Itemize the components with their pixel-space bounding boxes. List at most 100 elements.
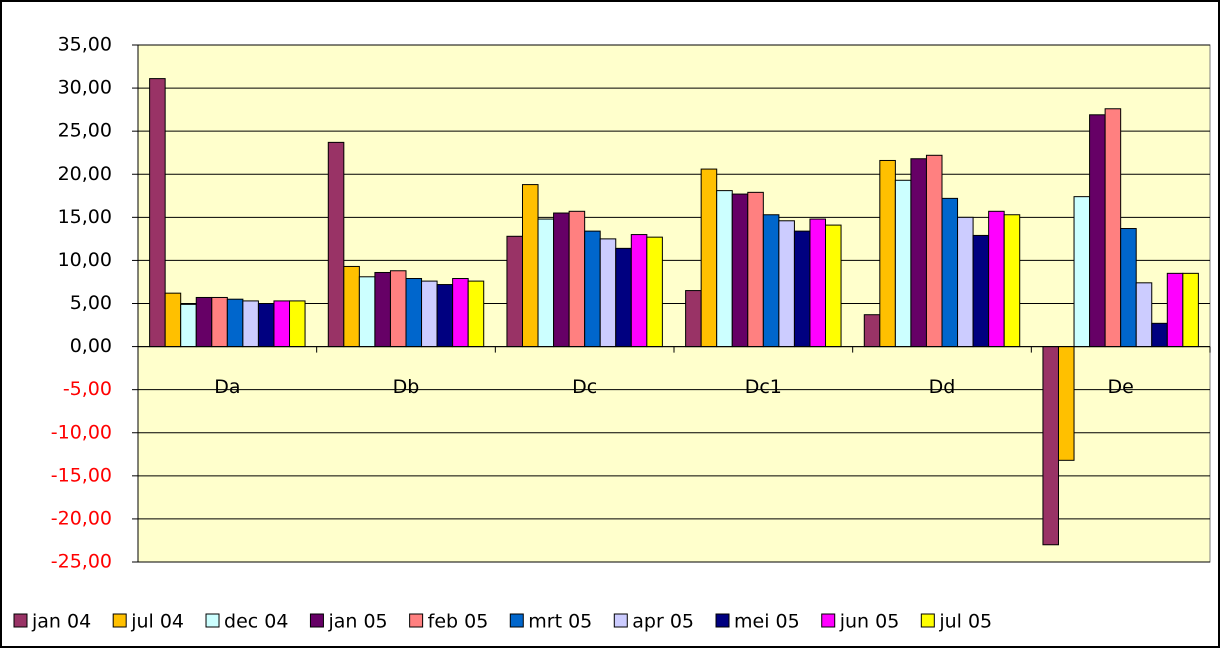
- bar: [553, 212, 570, 348]
- bar: [1003, 214, 1021, 348]
- bar: [1104, 108, 1122, 348]
- y-tick-label: 0,00: [70, 335, 112, 357]
- bar: [195, 296, 213, 348]
- bar: [273, 300, 291, 348]
- bar: [1151, 322, 1168, 348]
- bar: [988, 210, 1005, 348]
- legend-label: jan 04: [31, 611, 91, 633]
- legend-swatch: [821, 613, 836, 628]
- bar: [537, 218, 555, 348]
- bar: [894, 179, 912, 348]
- legend-label: jun 05: [839, 611, 900, 633]
- legend-swatch: [509, 613, 524, 628]
- bar: [149, 78, 166, 348]
- legend-swatch: [920, 613, 935, 628]
- bar: [1073, 196, 1091, 348]
- bar: [242, 300, 259, 348]
- x-tick-label: De: [1108, 376, 1134, 398]
- bar: [343, 265, 360, 348]
- legend-label: dec 04: [224, 611, 288, 633]
- bar: [1166, 272, 1184, 348]
- y-tick-label: -15,00: [51, 464, 112, 486]
- y-tick-label: 15,00: [58, 206, 112, 228]
- y-tick-label: 5,00: [70, 292, 112, 314]
- legend-swatch: [205, 613, 220, 628]
- bar: [778, 220, 795, 348]
- bar: [405, 278, 423, 348]
- y-tick-label: 10,00: [58, 249, 112, 271]
- bar: [521, 184, 539, 348]
- y-tick-label: -20,00: [51, 507, 112, 529]
- bar: [358, 276, 376, 348]
- bar: [972, 234, 990, 348]
- bar: [630, 234, 648, 348]
- legend-swatch: [409, 613, 424, 628]
- bar: [467, 280, 485, 348]
- bar: [731, 193, 749, 348]
- x-tick-label: Db: [393, 376, 420, 398]
- bar: [863, 314, 881, 348]
- legend-swatch: [13, 613, 28, 628]
- x-tick-label: Da: [214, 376, 240, 398]
- bar: [568, 210, 586, 348]
- bar: [1120, 228, 1137, 348]
- x-tick-label: Dc1: [745, 376, 782, 398]
- bar: [957, 216, 974, 348]
- bar: [879, 159, 896, 348]
- bar: [941, 197, 959, 348]
- y-tick-label: 20,00: [58, 163, 112, 185]
- bar: [421, 280, 438, 348]
- bar: [257, 303, 275, 348]
- y-tick-label: -5,00: [63, 378, 112, 400]
- bar: [809, 218, 827, 348]
- y-tick-label: 25,00: [58, 120, 112, 142]
- bar: [584, 230, 601, 348]
- legend-swatch: [613, 613, 628, 628]
- bar: [1135, 282, 1153, 348]
- bar: [1042, 346, 1059, 546]
- legend-label: apr 05: [632, 611, 694, 633]
- legend-swatch: [309, 613, 324, 628]
- bar: [289, 300, 306, 348]
- y-tick-label: 30,00: [58, 77, 112, 99]
- bar: [646, 236, 663, 348]
- bar: [1057, 346, 1075, 461]
- bar: [700, 168, 718, 348]
- legend-label: mei 05: [734, 611, 800, 633]
- bar: [599, 238, 617, 348]
- bar: [825, 224, 842, 348]
- bar: [180, 303, 197, 348]
- bar: [374, 271, 391, 348]
- legend-swatch: [715, 613, 730, 628]
- legend-label: jan 05: [327, 611, 387, 633]
- bar: [615, 247, 632, 348]
- bar: [762, 214, 780, 348]
- x-tick-label: Dd: [929, 376, 956, 398]
- bar: [452, 278, 469, 348]
- y-tick-label: 35,00: [58, 34, 112, 56]
- bar: [747, 191, 764, 348]
- bar: [436, 284, 454, 348]
- y-tick-label: -10,00: [51, 421, 112, 443]
- bar: [910, 158, 927, 348]
- bar: [327, 141, 345, 348]
- bar: [925, 154, 943, 348]
- bar: [685, 290, 702, 348]
- x-tick-label: Dc: [572, 376, 597, 398]
- legend-swatch: [112, 613, 127, 628]
- bar: [164, 292, 182, 348]
- bar: [1089, 114, 1106, 348]
- bar: [716, 190, 733, 348]
- bar: [1182, 272, 1199, 348]
- bar: [211, 296, 228, 348]
- bar: [506, 235, 523, 348]
- legend-label: feb 05: [428, 611, 489, 633]
- legend-label: jul 04: [130, 611, 184, 633]
- bar: [226, 298, 244, 348]
- legend-label: mrt 05: [528, 611, 592, 633]
- bar: [793, 230, 811, 348]
- legend-label: jul 05: [938, 611, 992, 633]
- y-tick-label: -25,00: [51, 551, 112, 573]
- bar: [389, 270, 407, 348]
